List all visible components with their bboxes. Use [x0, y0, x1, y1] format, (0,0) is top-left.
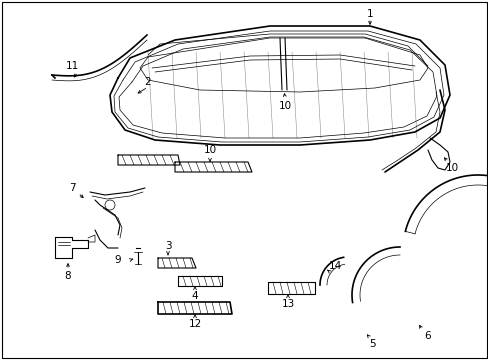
- Text: 12: 12: [188, 319, 201, 329]
- Text: 5: 5: [368, 339, 375, 349]
- Text: 4: 4: [191, 291, 198, 301]
- Text: 1: 1: [366, 9, 372, 19]
- Text: 11: 11: [65, 61, 79, 71]
- Text: 6: 6: [424, 331, 430, 341]
- Text: 10: 10: [445, 163, 458, 173]
- Text: 14: 14: [328, 261, 341, 271]
- Text: 2: 2: [144, 77, 151, 87]
- Text: 8: 8: [64, 271, 71, 281]
- Text: 9: 9: [115, 255, 121, 265]
- Text: 10: 10: [278, 101, 291, 111]
- Text: 13: 13: [281, 299, 294, 309]
- Text: 10: 10: [203, 145, 216, 155]
- Text: 3: 3: [164, 241, 171, 251]
- Text: 7: 7: [68, 183, 75, 193]
